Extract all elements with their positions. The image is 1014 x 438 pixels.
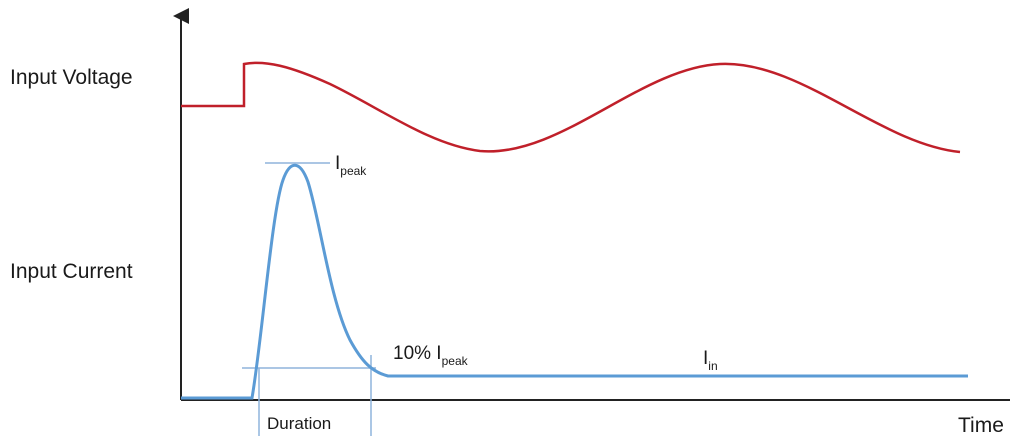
ten-percent-subscript: peak (442, 354, 469, 368)
peak-symbol: I (335, 153, 340, 174)
current-trace (181, 163, 968, 400)
steady-current-subscript: in (708, 359, 717, 373)
voltage-trace (181, 61, 961, 154)
time-axis-label: Time (958, 414, 1004, 437)
duration-label: Duration (267, 414, 331, 433)
input-current-label: Input Current (10, 260, 133, 283)
ten-percent-prefix: 10% I (393, 343, 442, 364)
steady-current-symbol: I (703, 348, 708, 369)
peak-label: Ipeak (335, 153, 367, 178)
ten-percent-peak-label: 10% Ipeak (393, 343, 469, 368)
steady-current-label: Iin (703, 348, 718, 373)
peak-subscript: peak (340, 164, 367, 178)
input-voltage-label: Input Voltage (10, 66, 133, 89)
